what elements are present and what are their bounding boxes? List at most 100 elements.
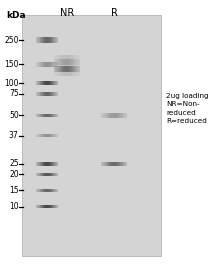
Bar (41, 37, 42, 43)
Bar (76, 59, 77, 65)
Bar (48, 37, 49, 43)
Bar (48, 205, 49, 208)
Bar (42, 189, 43, 192)
Bar (41, 62, 42, 67)
Bar (53, 189, 54, 192)
Bar (54, 189, 55, 192)
Bar (55, 81, 56, 85)
Bar (56, 92, 57, 96)
Bar (57, 37, 58, 43)
Bar (53, 173, 54, 176)
Bar (106, 113, 107, 118)
Bar (40, 37, 41, 43)
Bar (72, 66, 73, 72)
Bar (125, 162, 126, 166)
Bar (56, 173, 57, 176)
Text: 50: 50 (9, 111, 19, 120)
Bar (69, 59, 70, 65)
Bar (57, 66, 58, 72)
Bar (42, 81, 43, 85)
Bar (55, 162, 56, 166)
Bar (109, 113, 110, 118)
Text: 10: 10 (9, 202, 19, 211)
Bar (73, 55, 74, 76)
Bar (68, 66, 69, 72)
Bar (104, 162, 105, 166)
Bar (101, 162, 102, 166)
Bar (50, 81, 51, 85)
Bar (40, 62, 41, 67)
Bar (69, 55, 70, 76)
Bar (122, 113, 123, 118)
Bar (42, 37, 43, 43)
Text: 25: 25 (9, 159, 19, 168)
Bar (57, 62, 58, 67)
Bar (43, 205, 44, 208)
Bar (38, 62, 39, 67)
Bar (44, 173, 45, 176)
Bar (39, 62, 40, 67)
Bar (54, 205, 55, 208)
Bar (51, 92, 52, 96)
Bar (39, 162, 40, 166)
Text: 250: 250 (4, 36, 19, 45)
Bar (57, 162, 58, 166)
Bar (44, 134, 45, 137)
Bar (108, 113, 109, 118)
Bar (57, 92, 58, 96)
Bar (46, 62, 47, 67)
Bar (54, 114, 55, 117)
Bar (46, 173, 47, 176)
Bar (55, 55, 56, 76)
Bar (43, 81, 44, 85)
Bar (113, 113, 114, 118)
Bar (62, 55, 63, 76)
Bar (49, 134, 50, 137)
Bar (40, 92, 41, 96)
Bar (53, 114, 54, 117)
Text: 37: 37 (9, 131, 19, 140)
Bar (79, 55, 80, 76)
Bar (78, 55, 79, 76)
Bar (44, 62, 45, 67)
Bar (52, 37, 53, 43)
Bar (48, 189, 49, 192)
Bar (75, 55, 76, 76)
Bar (37, 162, 38, 166)
Bar (53, 81, 54, 85)
Bar (50, 37, 51, 43)
Bar (46, 134, 47, 137)
Bar (42, 134, 43, 137)
Bar (70, 59, 71, 65)
Bar (51, 173, 52, 176)
Bar (103, 113, 104, 118)
Bar (60, 66, 61, 72)
Bar (54, 37, 55, 43)
Bar (39, 189, 40, 192)
Bar (48, 114, 49, 117)
Bar (51, 62, 52, 67)
Bar (47, 173, 48, 176)
Bar (48, 92, 49, 96)
Bar (55, 205, 56, 208)
Bar (44, 162, 45, 166)
Bar (116, 113, 117, 118)
Bar (43, 92, 44, 96)
Text: 150: 150 (4, 60, 19, 69)
Bar (46, 92, 47, 96)
Bar (47, 62, 48, 67)
Bar (111, 162, 112, 166)
Bar (67, 66, 68, 72)
Bar (47, 81, 48, 85)
Bar (46, 162, 47, 166)
Bar (66, 55, 67, 76)
Bar (71, 55, 72, 76)
Bar (45, 134, 46, 137)
Bar (107, 162, 108, 166)
Text: NR: NR (60, 8, 74, 18)
Bar (44, 114, 45, 117)
Bar (46, 114, 47, 117)
Bar (64, 55, 65, 76)
Bar (41, 189, 42, 192)
Bar (38, 81, 39, 85)
